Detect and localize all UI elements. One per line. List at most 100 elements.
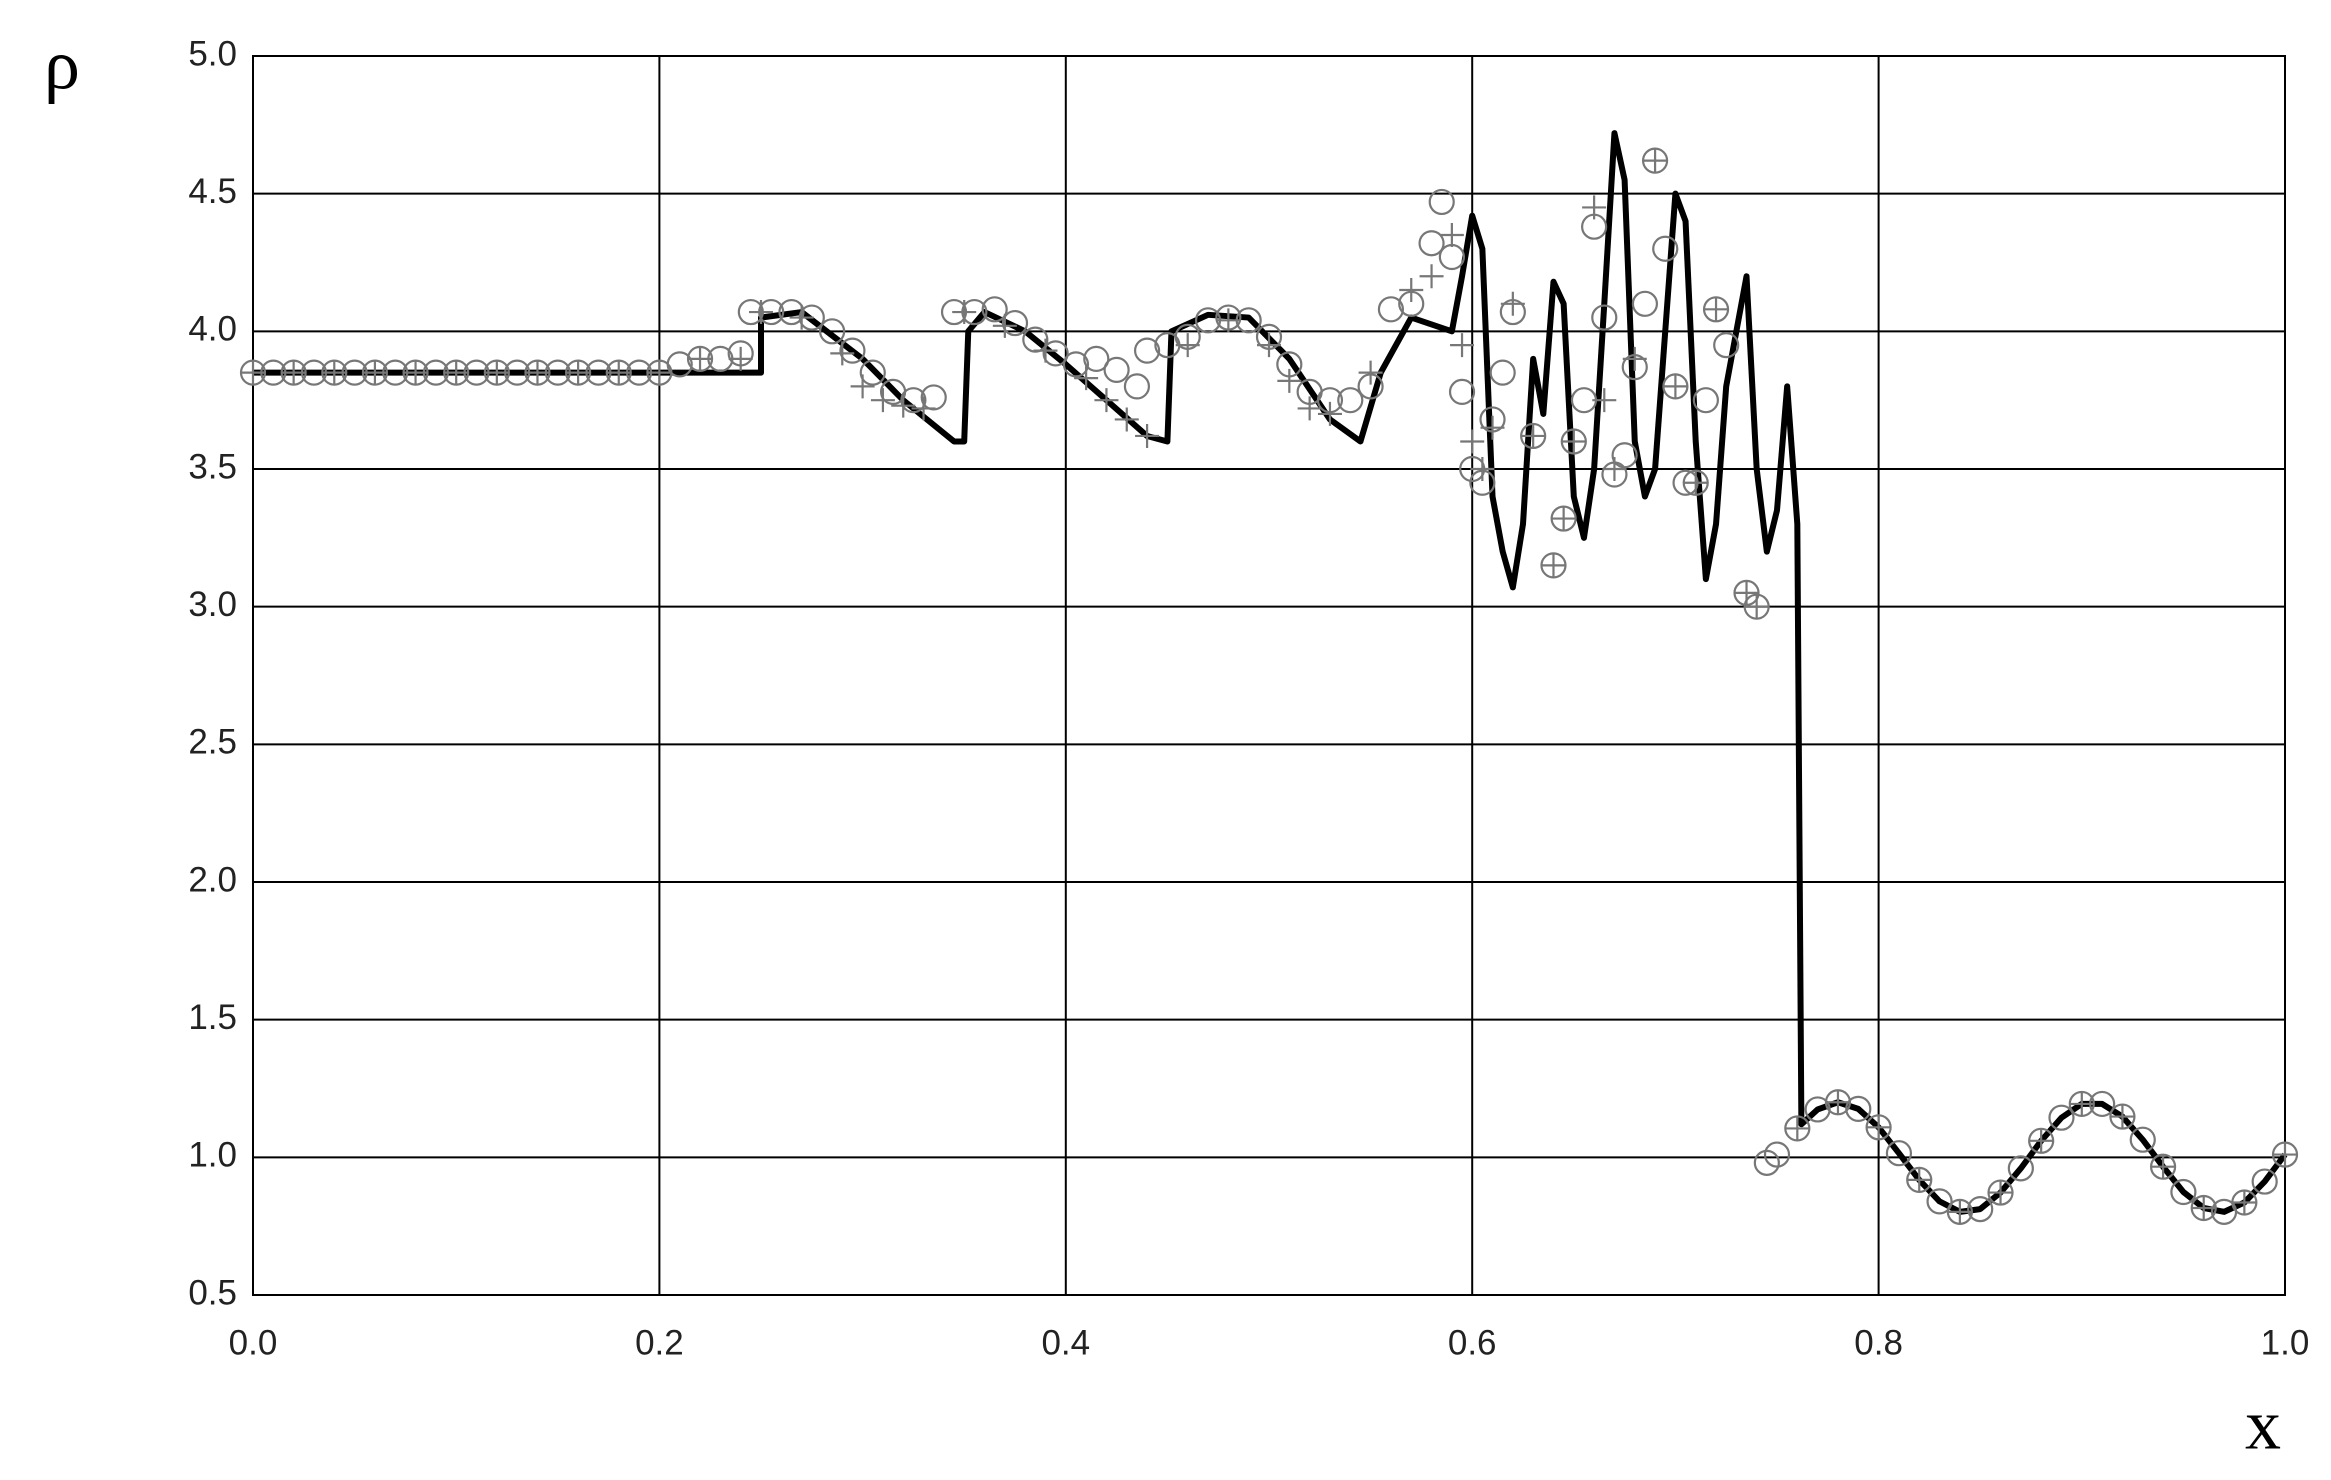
- plus-marker: [484, 360, 509, 385]
- x-tick-label: 0.4: [1041, 1323, 1090, 1362]
- x-tick-label: 0.6: [1448, 1323, 1497, 1362]
- plus-marker: [2151, 1154, 2176, 1179]
- circle-marker: [1692, 387, 1719, 414]
- circle-marker: [1753, 1149, 1780, 1176]
- plus-marker: [2069, 1091, 2094, 1116]
- plus-marker: [1825, 1090, 1850, 1115]
- circle-marker: [1062, 351, 1090, 378]
- plot-frame: [252, 55, 2286, 1296]
- circle-marker: [778, 298, 805, 326]
- y-tick-label: 3.5: [188, 447, 237, 486]
- plus-marker: [850, 374, 875, 399]
- plus-marker: [1582, 195, 1607, 220]
- x-tick-label: 0.0: [229, 1323, 278, 1362]
- x-axis-label: x: [2245, 1385, 2281, 1465]
- plus-marker: [1114, 407, 1139, 432]
- y-tick-label: 2.0: [188, 860, 237, 899]
- plus-marker: [1561, 429, 1586, 454]
- plus-marker: [1419, 264, 1444, 289]
- line-series: [253, 130, 2288, 1215]
- plus-marker: [2191, 1195, 2216, 1220]
- plus-marker: [1744, 594, 1769, 619]
- circle-marker: [1591, 304, 1618, 331]
- plus-marker: [1785, 1116, 1810, 1141]
- plus-marker: [1663, 374, 1688, 399]
- circle-marker: [1448, 378, 1476, 406]
- circle-marker: [1611, 442, 1638, 469]
- circle-marker: [1337, 387, 1364, 414]
- plus-marker: [1358, 360, 1383, 385]
- circle-marker: [859, 359, 886, 386]
- plus-marker: [1135, 423, 1160, 448]
- circle-marker: [1967, 1195, 1994, 1223]
- circle-marker: [1926, 1188, 1953, 1215]
- circle-marker: [2170, 1178, 2197, 1206]
- plus-marker: [1500, 291, 1525, 316]
- plus-marker: [1704, 297, 1729, 322]
- circle-marker: [1845, 1095, 1872, 1122]
- circle-marker: [666, 351, 693, 378]
- circle-marker: [981, 296, 1008, 323]
- x-tick-label: 1.0: [2261, 1323, 2310, 1362]
- plus-marker: [1592, 388, 1617, 413]
- plus-marker: [891, 393, 916, 418]
- plus-marker: [870, 388, 895, 413]
- circle-marker: [1631, 290, 1659, 317]
- plus-marker: [241, 360, 265, 385]
- plus-marker: [1643, 148, 1668, 173]
- plus-marker: [1399, 278, 1424, 303]
- plus-marker: [606, 360, 631, 385]
- plus-marker: [992, 313, 1017, 338]
- circle-marker: [1428, 188, 1455, 216]
- plus-marker: [1216, 308, 1241, 333]
- plus-marker: [1277, 368, 1302, 393]
- plus-marker: [1602, 457, 1627, 481]
- y-tick-label: 5.0: [188, 34, 237, 73]
- plus-marker: [322, 360, 347, 385]
- plus-marker: [1907, 1167, 1932, 1192]
- circle-marker: [1377, 296, 1405, 323]
- plus-marker: [2273, 1142, 2297, 1167]
- plus-marker: [728, 346, 753, 371]
- circle-marker: [1103, 356, 1130, 383]
- plus-marker: [1074, 366, 1099, 391]
- plus-marker: [2110, 1104, 2135, 1129]
- circle-marker: [2251, 1168, 2278, 1195]
- plus-marker: [566, 360, 591, 385]
- plus-marker: [1947, 1199, 1972, 1224]
- plus-marker: [1683, 470, 1708, 495]
- plus-marker: [1521, 423, 1546, 448]
- x-tick-label: 0.8: [1854, 1323, 1903, 1362]
- circle-marker: [1083, 345, 1110, 372]
- plus-marker: [1480, 415, 1505, 440]
- circle-marker: [900, 387, 927, 414]
- plus-marker: [1551, 506, 1576, 531]
- plus-marker: [749, 300, 773, 325]
- plus-marker: [1470, 457, 1495, 481]
- plus-marker: [1460, 429, 1485, 454]
- y-tick-label: 2.5: [188, 723, 237, 762]
- plus-marker: [2232, 1190, 2257, 1215]
- plus-marker: [525, 360, 550, 385]
- plus-marker: [444, 360, 469, 385]
- plus-marker: [1257, 333, 1281, 358]
- plus-marker: [1988, 1180, 2013, 1205]
- y-tick-label: 4.0: [188, 310, 237, 349]
- circle-marker: [839, 337, 866, 364]
- circle-marker: [2129, 1126, 2156, 1153]
- circle-marker: [819, 318, 846, 345]
- circle-marker: [1418, 230, 1445, 257]
- circle-marker: [1001, 309, 1029, 337]
- y-tick-label: 0.5: [188, 1273, 237, 1312]
- plus-marker: [1439, 222, 1464, 247]
- plus-marker: [1734, 580, 1759, 605]
- plus-marker: [647, 360, 672, 385]
- plus-marker: [403, 360, 428, 385]
- scatter-series: [241, 148, 2297, 1224]
- y-tick-label: 4.5: [188, 172, 237, 211]
- plus-marker: [2029, 1128, 2054, 1153]
- circle-marker: [1123, 373, 1151, 400]
- plus-marker: [911, 396, 936, 421]
- plus-marker: [1094, 388, 1119, 413]
